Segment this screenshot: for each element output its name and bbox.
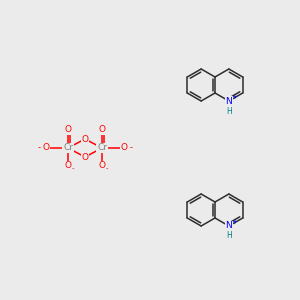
Text: H: H — [226, 232, 232, 241]
Text: -: - — [72, 165, 74, 171]
Text: O: O — [64, 161, 71, 170]
Text: O: O — [121, 143, 128, 152]
Text: -: - — [38, 143, 40, 152]
Text: Cr: Cr — [97, 143, 107, 152]
Text: O: O — [98, 161, 106, 170]
Text: O: O — [82, 152, 88, 161]
Text: -: - — [130, 143, 133, 152]
Text: O: O — [43, 143, 50, 152]
Text: O: O — [64, 125, 71, 134]
Text: -: - — [106, 165, 108, 171]
Text: +: + — [231, 219, 237, 225]
Text: +: + — [231, 94, 237, 100]
Text: N: N — [226, 97, 232, 106]
Text: Cr: Cr — [63, 143, 73, 152]
Text: O: O — [98, 125, 106, 134]
Text: H: H — [226, 106, 232, 116]
Text: O: O — [82, 134, 88, 143]
Text: N: N — [226, 221, 232, 230]
